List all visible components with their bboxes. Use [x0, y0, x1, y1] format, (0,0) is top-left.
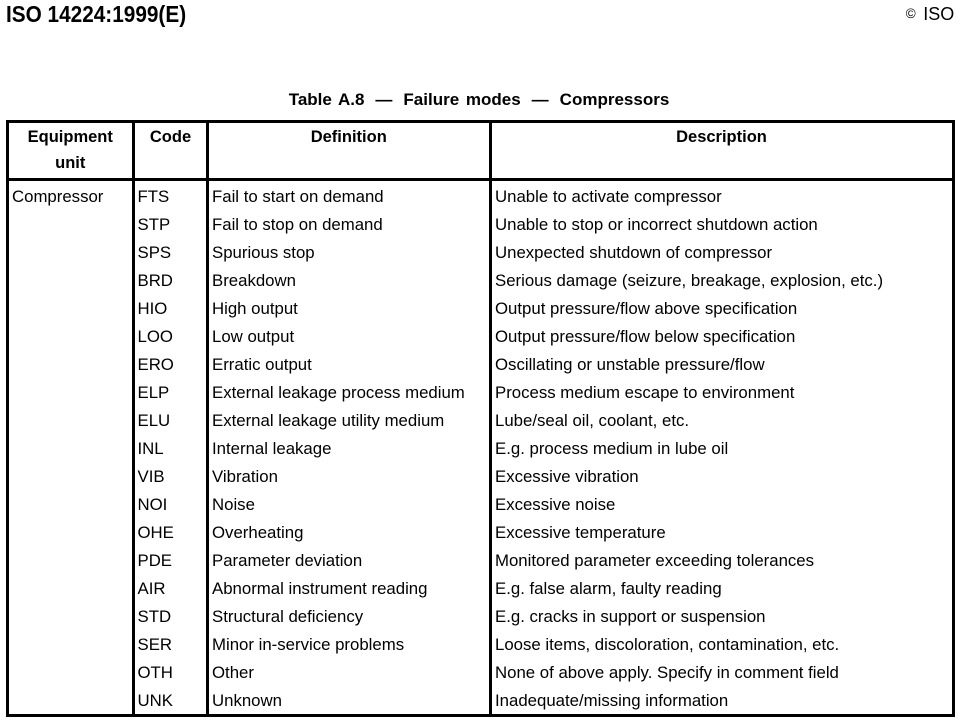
row-code: STP: [137, 215, 171, 235]
equipment-unit-value: Compressor: [12, 187, 104, 207]
row-description: Unable to stop or incorrect shutdown act…: [495, 215, 818, 235]
row-description: Excessive noise: [495, 495, 616, 515]
copyright-owner: ISO: [923, 3, 955, 24]
code-lines: FTS STP SPS BRD HIO LOO ERO ELP ELU INL VIB NOI OHE P…: [135, 183, 206, 713]
body-row: Compressor FTS STP SPS BRD HIO LOO ERO ELP ELU IN…: [9, 181, 952, 714]
row-code: OTH: [137, 663, 173, 683]
row-code: LOO: [137, 327, 173, 347]
row-description: E.g. cracks in support or suspension: [495, 607, 766, 627]
row-code: ELU: [137, 411, 171, 431]
row-definition: Internal leakage: [212, 439, 332, 459]
row-code: PDE: [137, 551, 173, 571]
row-definition: External leakage process medium: [212, 383, 465, 403]
definition-cell: Fail to start on demand Fail to stop on d…: [209, 181, 492, 714]
column-header-description: Description: [491, 123, 952, 181]
row-code: OHE: [137, 523, 174, 543]
row-description: E.g. process medium in lube oil: [495, 439, 729, 459]
title-dash: —: [375, 89, 393, 109]
table-title: Table A.8— Failure modes — Compressors: [288, 89, 670, 109]
row-definition: Structural deficiency: [212, 607, 364, 627]
row-description: Lube/seal oil, coolant, etc.: [495, 411, 690, 431]
equipment-unit-cell: Compressor: [9, 181, 135, 714]
row-description: Output pressure/flow below specification: [495, 327, 796, 347]
row-definition: Spurious stop: [212, 243, 315, 263]
row-definition: External leakage utility medium: [212, 411, 445, 431]
row-description: Unable to activate compressor: [495, 187, 722, 207]
row-code: ELP: [137, 383, 170, 403]
title-dash: —: [531, 89, 549, 109]
row-code: NOI: [137, 495, 168, 515]
row-description: Inadequate/missing information: [495, 691, 729, 711]
header-row: Equipment unit Code Definition Descripti…: [8, 122, 952, 181]
row-code: FTS: [137, 187, 170, 207]
row-description: None of above apply. Specify in comment …: [495, 663, 839, 683]
row-definition: Abnormal instrument reading: [212, 579, 428, 599]
column-header-equipment-unit: Equipment unit: [8, 122, 135, 181]
definition-lines: Fail to start on demand Fail to stop on d…: [209, 183, 489, 713]
row-definition: Minor in-service problems: [212, 635, 405, 655]
row-definition: Low output: [212, 327, 295, 347]
row-definition: Overheating: [212, 523, 304, 543]
row-code: AIR: [137, 579, 166, 599]
failure-modes-table: Equipment unit Code Definition Descripti…: [5, 119, 955, 717]
row-definition: Vibration: [212, 467, 278, 487]
description-lines: Unable to activate compressor Unable to s…: [492, 183, 952, 713]
row-definition: High output: [212, 299, 298, 319]
row-code: HIO: [137, 299, 168, 319]
document-reference: ISO 14224:1999(E): [6, 1, 187, 27]
row-code: VIB: [137, 467, 165, 487]
row-code: SER: [137, 635, 173, 655]
row-description: Unexpected shutdown of compressor: [495, 243, 773, 263]
column-header-code: Code: [135, 122, 209, 181]
row-code: INL: [137, 439, 164, 459]
code-cell: FTS STP SPS BRD HIO LOO ERO ELP ELU INL VIB NOI OHE P…: [135, 181, 209, 714]
copyright-symbol: ©: [905, 5, 916, 21]
row-code: ERO: [137, 355, 174, 375]
row-code: SPS: [137, 243, 172, 263]
row-description: Excessive temperature: [495, 523, 666, 543]
row-definition: Unknown: [212, 691, 282, 711]
row-description: E.g. false alarm, faulty reading: [495, 579, 722, 599]
equipment-unit-lines: Compressor: [9, 183, 133, 713]
row-definition: Noise: [212, 495, 255, 515]
row-definition: Other: [212, 663, 254, 683]
row-definition: Breakdown: [212, 271, 296, 291]
copyright-notice: © ISO: [906, 5, 954, 25]
row-description: Excessive vibration: [495, 467, 639, 487]
row-definition: Fail to stop on demand: [212, 215, 383, 235]
row-code: UNK: [137, 691, 173, 711]
row-code: BRD: [137, 271, 173, 291]
row-description: Serious damage (seizure, breakage, explo…: [495, 271, 884, 291]
row-definition: Erratic output: [212, 355, 312, 375]
row-definition: Fail to start on demand: [212, 187, 384, 207]
row-description: Oscillating or unstable pressure/flow: [495, 355, 765, 375]
row-description: Monitored parameter exceeding tolerances: [495, 551, 815, 571]
row-code: STD: [137, 607, 172, 627]
row-description: Loose items, discoloration, contaminatio…: [495, 635, 840, 655]
row-description: Process medium escape to environment: [495, 383, 795, 403]
row-definition: Parameter deviation: [212, 551, 363, 571]
column-header-definition: Definition: [209, 122, 492, 181]
row-description: Output pressure/flow above specification: [495, 299, 798, 319]
description-cell: Unable to activate compressor Unable to s…: [492, 181, 952, 714]
